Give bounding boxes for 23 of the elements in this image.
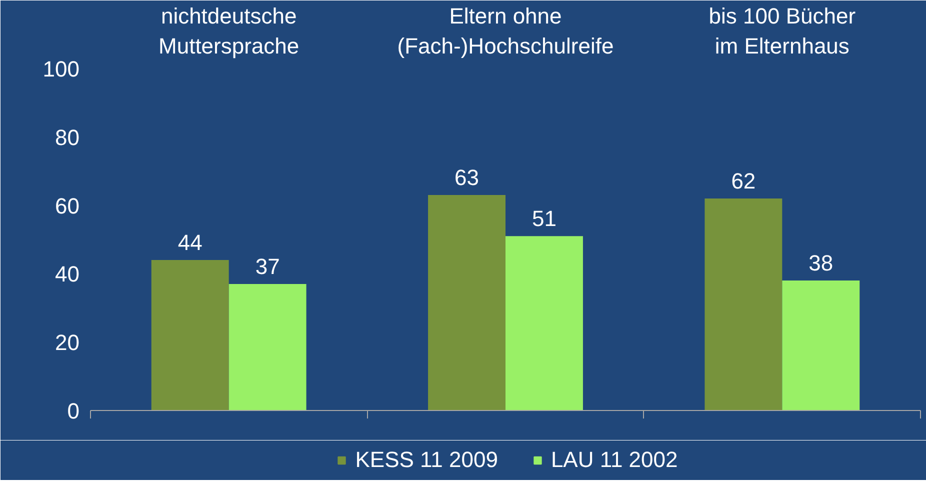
- y-tick-label: 100: [42, 56, 80, 82]
- data-label: 62: [731, 168, 756, 194]
- bar: [151, 260, 229, 410]
- y-tick-label: 40: [55, 262, 80, 287]
- y-tick-label: 60: [55, 193, 80, 218]
- data-label: 44: [178, 230, 202, 256]
- bar: [782, 280, 860, 410]
- x-tick-label: bis 100 Bücher im Elternhaus: [708, 4, 856, 58]
- data-label: 38: [808, 250, 834, 276]
- bar: [506, 236, 583, 410]
- bar: [228, 284, 306, 410]
- legend-label: LAU 11 2002: [550, 447, 678, 473]
- x-tick-label: Eltern ohne (Fach-)Hochschulreife: [397, 4, 614, 58]
- data-label: 51: [532, 206, 556, 232]
- data-label: 37: [255, 254, 280, 279]
- y-tick-label: 80: [55, 124, 80, 150]
- data-label: 63: [454, 165, 480, 190]
- legend-label: KESS 11 2009: [355, 447, 498, 473]
- bar: [704, 198, 782, 410]
- y-tick-label: 20: [55, 330, 80, 356]
- y-tick-label: 0: [67, 398, 80, 424]
- bar: [428, 195, 506, 410]
- x-tick-label: nichtdeutsche Muttersprache: [158, 4, 300, 58]
